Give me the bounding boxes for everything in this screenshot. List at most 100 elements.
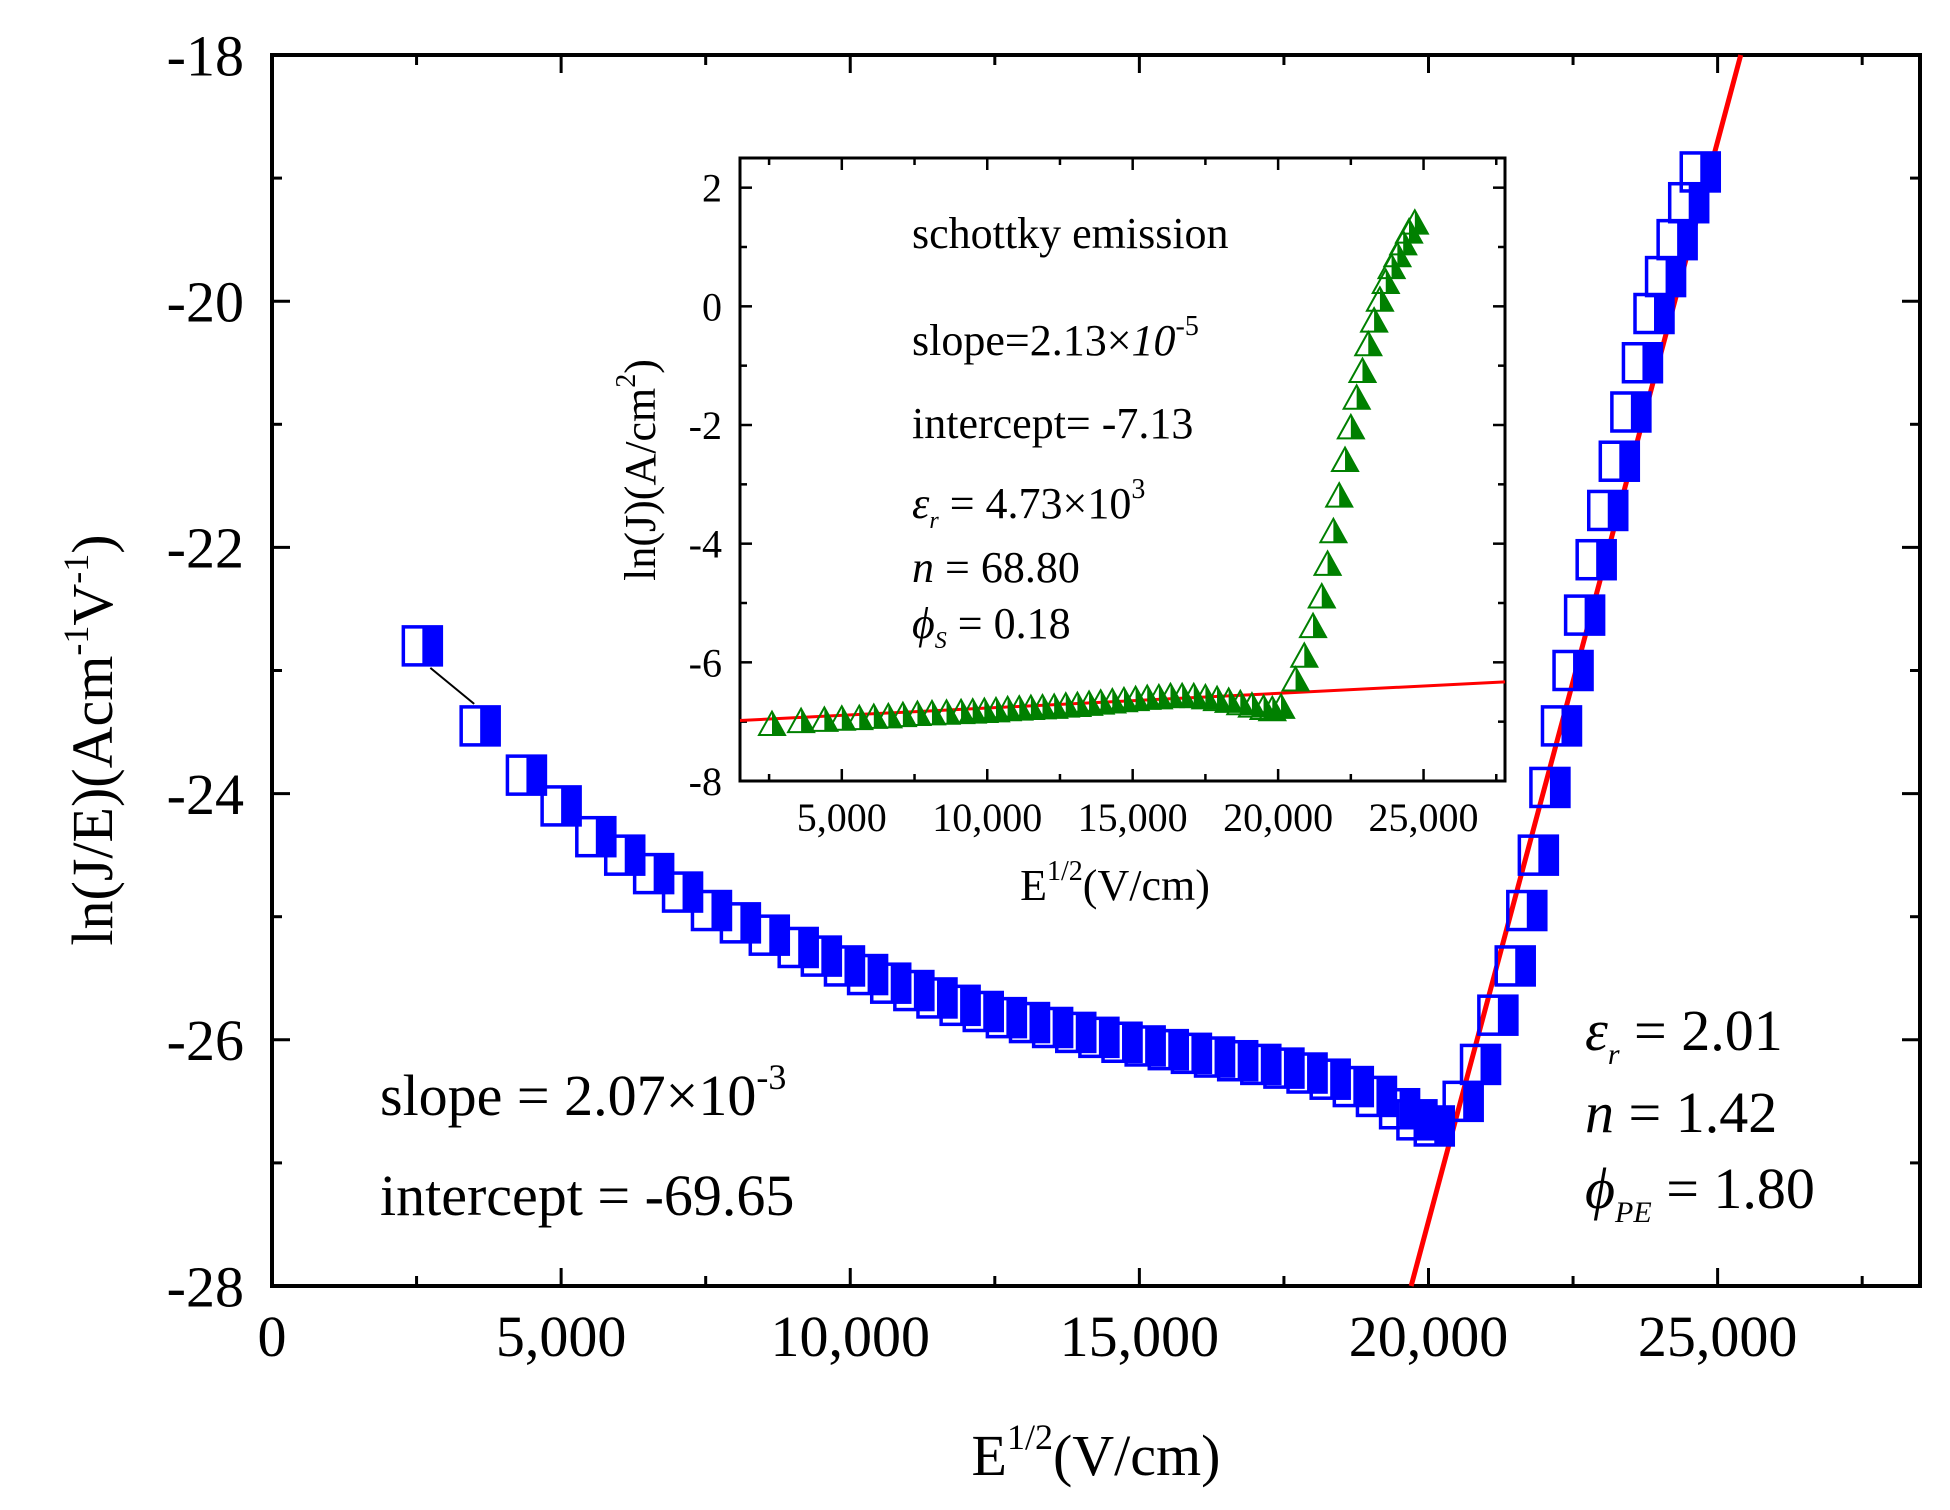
marker-outline (1008, 1001, 1051, 1044)
marker-outline (800, 935, 843, 977)
marker-outline (1109, 685, 1139, 713)
main-data-point (1644, 255, 1687, 298)
main-x-label-sup: 1/2 (1007, 1417, 1053, 1457)
inset-data-points (757, 208, 1430, 737)
inset-data-point (786, 706, 816, 734)
main-data-point (1586, 489, 1629, 532)
main-y-tick-label: -18 (167, 23, 244, 88)
main-data-point (1598, 440, 1641, 482)
inset-epsilon-exponent: 3 (1131, 474, 1145, 505)
main-data-point (1413, 1105, 1456, 1147)
inset-axis-ticks: 5,000 10,000 15,000 20,000 25,000 -8 -6 -4 -2 0 2 (689, 158, 1505, 840)
inset-phi-sub: S (935, 628, 947, 654)
marker-outline (1144, 682, 1174, 710)
marker-outline (1170, 1032, 1213, 1075)
main-epsilon-sub: r (1608, 1038, 1620, 1071)
main-n-value: = 1.42 (1614, 1080, 1777, 1145)
main-axis-ticks: 0 5,000 10,000 15,000 20,000 25,000-28-26-24-… (167, 23, 1920, 1369)
marker-outline (1336, 412, 1366, 440)
inset-data-point (1330, 445, 1360, 472)
inset-data-point (1109, 685, 1139, 713)
inset-y-label-part-a: ln(J)(A/cm (616, 388, 665, 581)
marker-outline (540, 785, 582, 827)
main-x-tick-label: 10,000 (770, 1304, 930, 1369)
inset-data-point (1359, 306, 1389, 333)
main-data-point (1517, 834, 1560, 876)
marker-fill (1497, 996, 1517, 1035)
marker-outline (1621, 342, 1664, 384)
inset-data-point (1144, 682, 1174, 710)
inset-data-point (1280, 665, 1311, 692)
marker-fill (1526, 891, 1546, 930)
main-slope-annotation: slope = 2.07×10-3 (380, 1057, 786, 1128)
marker-outline (1540, 705, 1583, 747)
inset-phi-annotation: ϕS = 0.18 (912, 599, 1071, 654)
marker-outline (1598, 440, 1641, 482)
inset-data-point (1298, 611, 1328, 639)
marker-outline (1365, 285, 1395, 312)
marker-outline (1459, 1043, 1502, 1086)
inset-data-point (1085, 688, 1116, 715)
main-data-point (1540, 705, 1583, 747)
main-plot: 0 5,000 10,000 15,000 20,000 25,000-28-26-24-… (56, 23, 1922, 1488)
marker-fill (1515, 946, 1535, 985)
inset-data-point (902, 699, 933, 726)
inset-data-point (1341, 383, 1372, 410)
inset-data-point (827, 704, 857, 731)
marker-outline (1309, 1058, 1351, 1100)
inset-x-tick-label: 5,000 (797, 795, 887, 840)
inset-n-annotation: n = 68.80 (912, 543, 1080, 592)
marker-outline (827, 704, 857, 731)
marker-outline (809, 705, 840, 732)
marker-outline (939, 984, 981, 1027)
marker-outline (1563, 594, 1606, 636)
inset-y-tick-label: -4 (689, 522, 722, 567)
marker-fill (1584, 596, 1604, 635)
marker-fill (1677, 220, 1697, 259)
marker-outline (1494, 945, 1536, 987)
main-data-point (1621, 342, 1664, 384)
main-data-points (401, 151, 1722, 1147)
main-y-label-sup2: -1 (56, 554, 96, 584)
marker-outline (1330, 445, 1360, 472)
marker-fill (526, 756, 546, 795)
marker-outline (1679, 151, 1722, 193)
inset-data-point (1324, 481, 1354, 508)
marker-outline (1055, 1011, 1097, 1054)
marker-outline (459, 705, 501, 747)
inset-data-point (1062, 690, 1093, 718)
marker-outline (777, 926, 819, 969)
marker-outline (916, 977, 958, 1019)
main-y-tick-label: -28 (167, 1254, 244, 1319)
inset-x-label-sup: 1/2 (1047, 856, 1083, 887)
main-data-point (1679, 151, 1722, 193)
inset-data-point (1120, 684, 1151, 712)
inset-epsilon-value: = 4.73×10 (939, 479, 1132, 528)
inset-data-point (1371, 267, 1401, 294)
marker-fill (1463, 1082, 1483, 1121)
main-data-point (1667, 181, 1710, 224)
marker-fill (1596, 540, 1616, 579)
main-x-tick-label: 20,000 (1349, 1304, 1509, 1369)
inset-y-axis-label: ln(J)(A/cm2) (611, 359, 665, 581)
marker-fill (1561, 706, 1581, 745)
main-slope-exponent: -3 (756, 1057, 786, 1097)
inset-data-point (1347, 356, 1378, 383)
inset-y-tick-label: -6 (689, 640, 722, 685)
main-intercept-annotation: intercept = -69.65 (380, 1163, 794, 1228)
marker-outline (859, 702, 889, 729)
main-epsilon-symbol: ε (1585, 998, 1608, 1063)
main-x-tick-label: 5,000 (496, 1304, 627, 1369)
marker-outline (1575, 538, 1617, 581)
inset-slope-annotation: slope=2.13×10-5 (912, 311, 1199, 365)
main-data-point (1477, 994, 1519, 1036)
inset-x-label-rest: (V/cm) (1083, 861, 1210, 910)
marker-outline (757, 709, 787, 737)
inset-phi-symbol: ϕ (912, 599, 935, 648)
marker-outline (1078, 1016, 1120, 1059)
inset-y-tick-label: 0 (702, 284, 722, 329)
inset-data-point (1400, 208, 1430, 235)
marker-outline (1240, 1043, 1282, 1086)
inset-epsilon-sub: r (929, 508, 939, 534)
